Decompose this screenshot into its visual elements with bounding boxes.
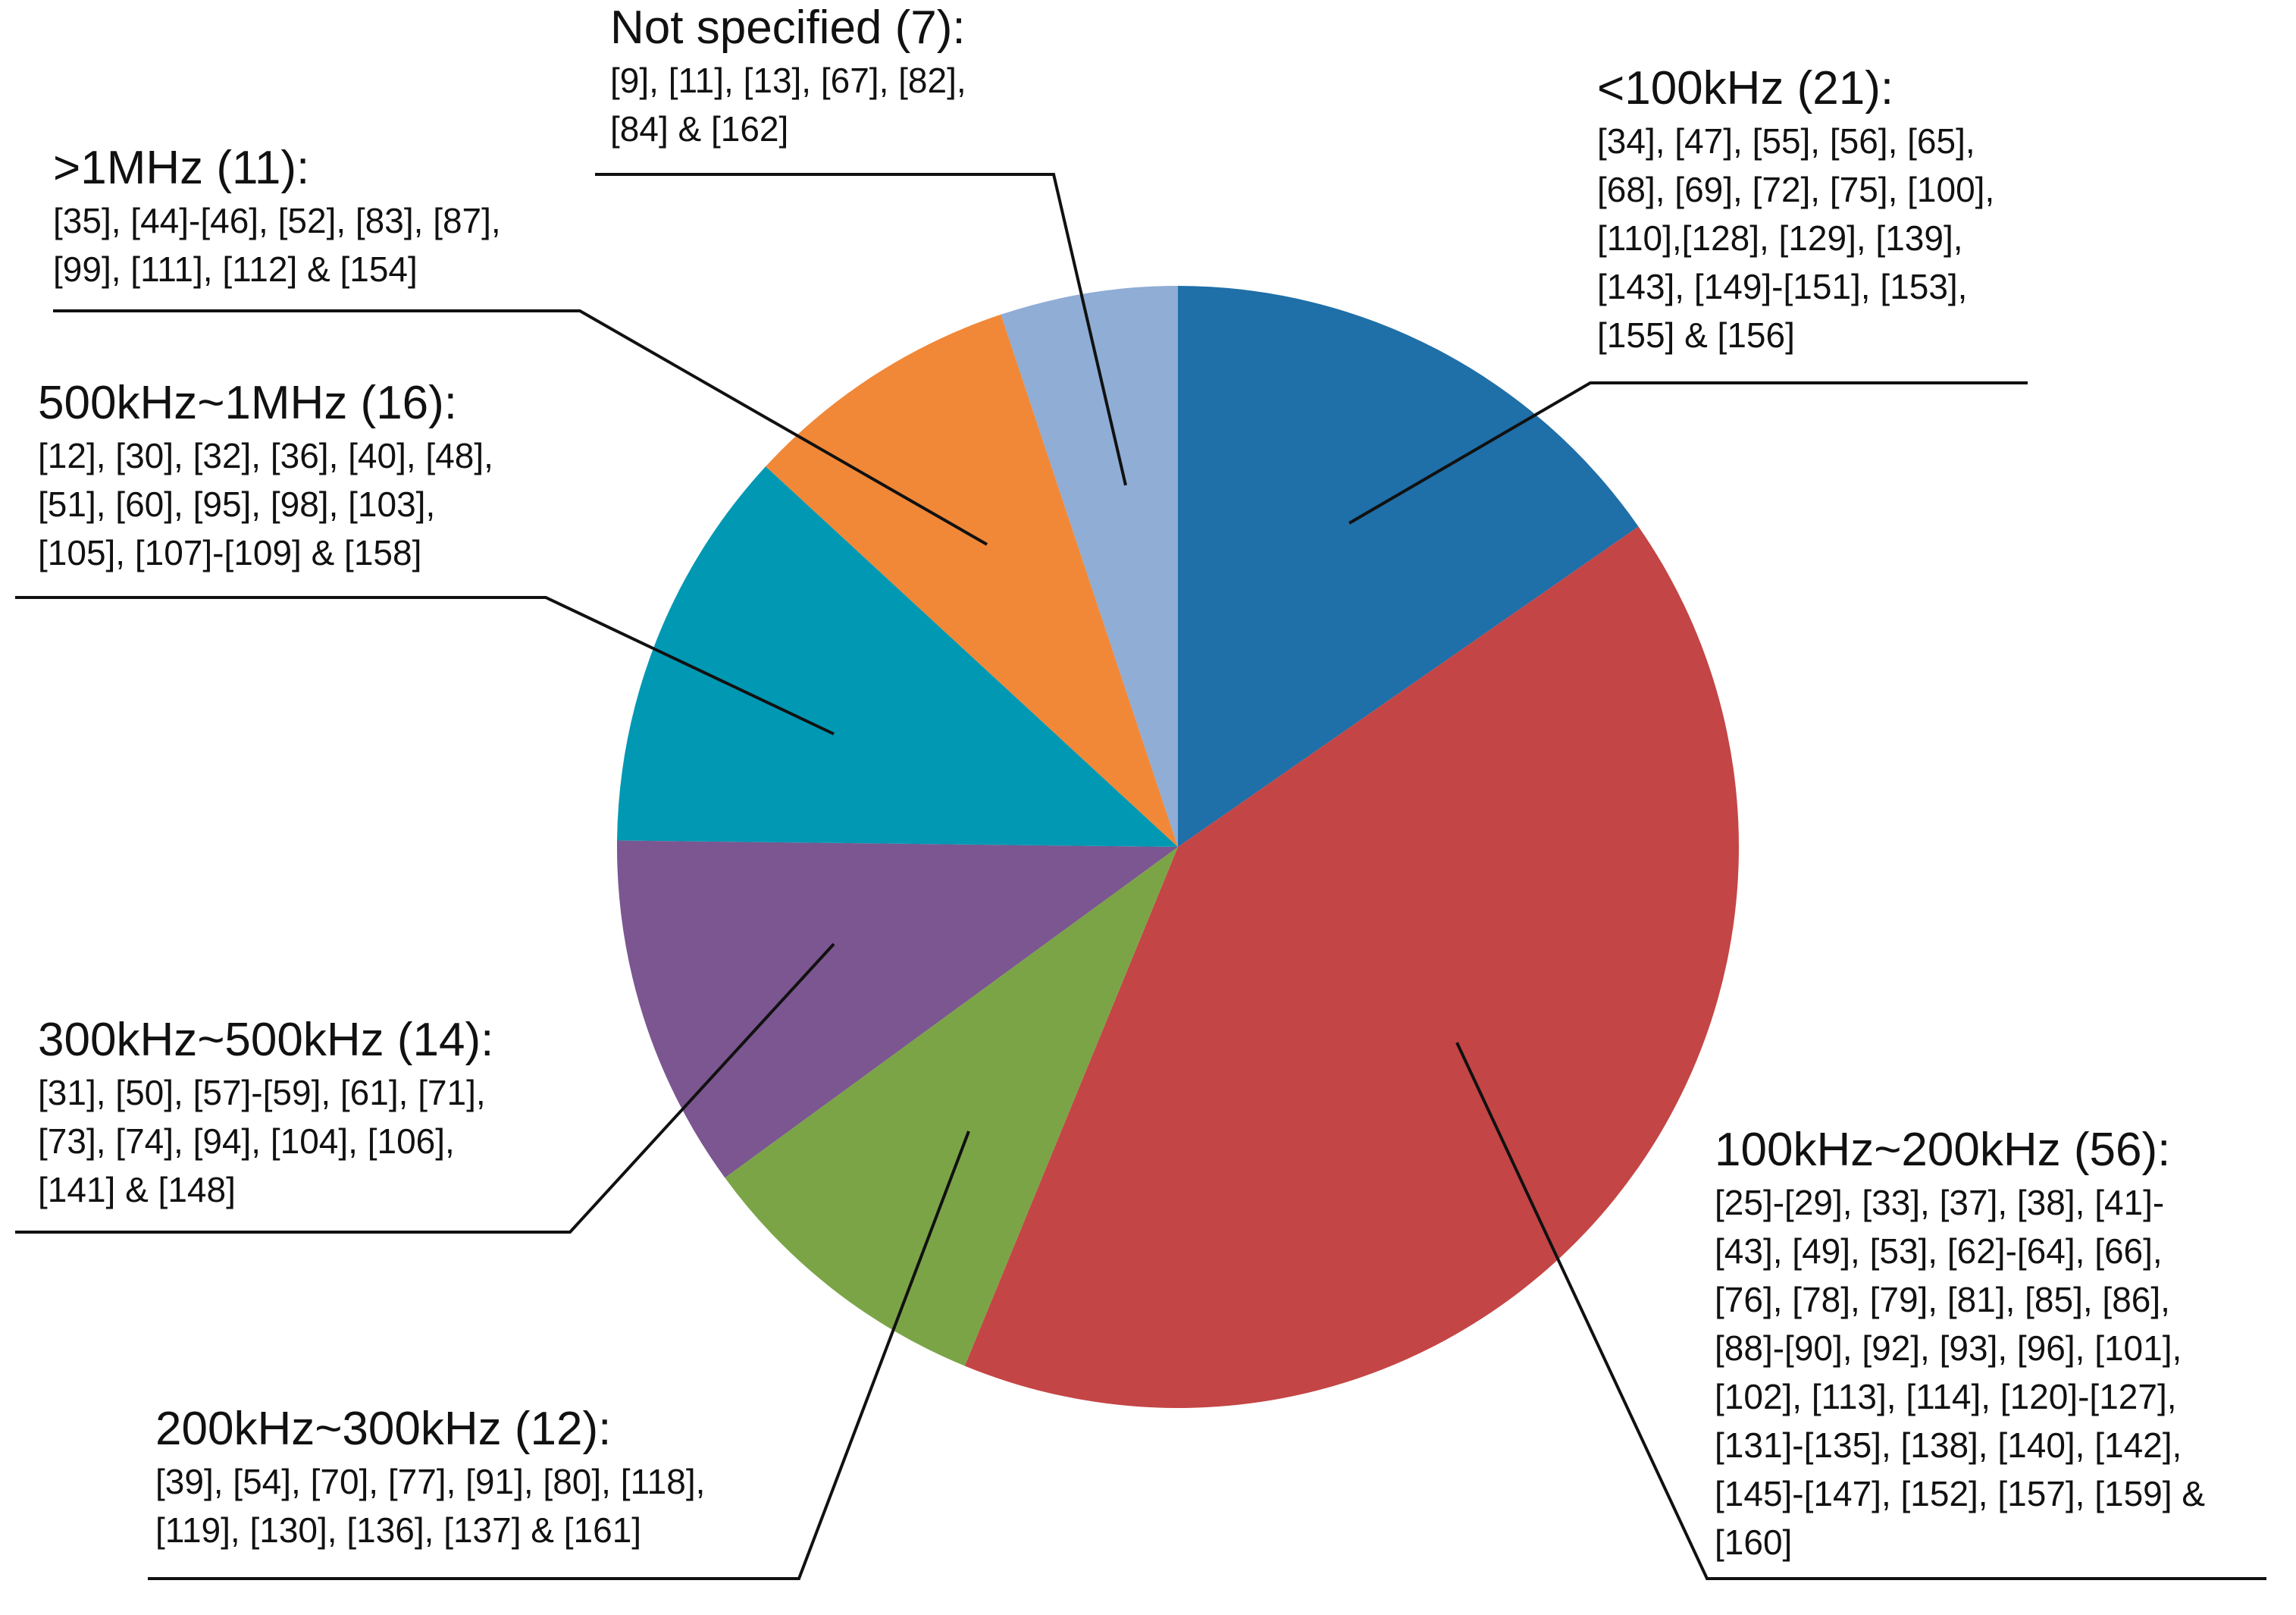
reference-line: [160] (1715, 1522, 1793, 1562)
slice-label-title: 200kHz~300kHz (12): (155, 1403, 612, 1455)
reference-line: [155] & [156] (1597, 315, 1795, 355)
reference-line: [131]-[135], [138], [140], [142], (1715, 1425, 2182, 1465)
slice-label-references: [25]-[29], [33], [37], [38], [41]- [43],… (1715, 1178, 2205, 1566)
leader-lines (15, 173, 2266, 1580)
reference-line: [88]-[90], [92], [93], [96], [101], (1715, 1328, 2182, 1368)
reference-line: [34], [47], [55], [56], [65], (1597, 121, 1975, 161)
pie-slice-500khz-1mhz (617, 466, 1178, 847)
reference-line: [99], [111], [112] & [154] (53, 249, 418, 289)
label-block-200-300khz: 200kHz~300kHz (12): [39], [54], [70], [7… (155, 1401, 705, 1554)
leader-line (1348, 381, 2028, 525)
reference-line: [119], [130], [136], [137] & [161] (155, 1510, 642, 1550)
reference-line: [102], [113], [114], [120]-[127], (1715, 1377, 2177, 1416)
reference-line: [51], [60], [95], [98], [103], (38, 484, 436, 524)
pie-slice-100khz-200khz (964, 526, 1739, 1408)
reference-line: [141] & [148] (38, 1170, 236, 1209)
leader-line (15, 596, 835, 735)
leader-line (53, 309, 988, 546)
pie-slice-200khz-300khz (725, 847, 1178, 1366)
label-block-100-200khz: 100kHz~200kHz (56): [25]-[29], [33], [37… (1715, 1122, 2205, 1566)
pie-slices (617, 286, 1739, 1408)
reference-line: [12], [30], [32], [36], [40], [48], (38, 436, 493, 475)
reference-line: [39], [54], [70], [77], [91], [80], [118… (155, 1462, 706, 1501)
leader-line (15, 942, 835, 1234)
reference-line: [76], [78], [79], [81], [85], [86], (1715, 1280, 2170, 1319)
pie-slice-not-specified (1001, 286, 1178, 847)
reference-line: [143], [149]-[151], [153], (1597, 267, 1968, 306)
slice-label-title: 500kHz~1MHz (16): (38, 377, 458, 429)
label-block-500khz-1mhz: 500kHz~1MHz (16): [12], [30], [32], [36]… (38, 375, 493, 577)
slice-label-references: [12], [30], [32], [36], [40], [48], [51]… (38, 431, 493, 577)
reference-line: [9], [11], [13], [67], [82], (610, 61, 966, 100)
slice-label-title: Not specified (7): (610, 2, 966, 54)
reference-line: [35], [44]-[46], [52], [83], [87], (53, 201, 501, 240)
reference-line: [145]-[147], [152], [157], [159] & (1715, 1474, 2206, 1513)
slice-label-title: <100kHz (21): (1597, 62, 1894, 114)
slice-label-title: 300kHz~500kHz (14): (38, 1014, 494, 1066)
slice-label-references: [39], [54], [70], [77], [91], [80], [118… (155, 1457, 705, 1554)
reference-line: [43], [49], [53], [62]-[64], [66], (1715, 1231, 2163, 1271)
slice-label-references: [34], [47], [55], [56], [65], [68], [69]… (1597, 117, 1994, 359)
slice-label-title: 100kHz~200kHz (56): (1715, 1124, 2171, 1176)
slice-label-title: >1MHz (11): (53, 142, 310, 194)
label-block-under-100khz: <100kHz (21): [34], [47], [55], [56], [6… (1597, 61, 1994, 359)
label-block-not-specified: Not specified (7): [9], [11], [13], [67]… (610, 0, 966, 153)
leader-line (1455, 1042, 2266, 1580)
pie-slice-100khz (1178, 286, 1639, 847)
pie-slice-300khz-500khz (617, 840, 1178, 1178)
leader-line (148, 1130, 970, 1580)
reference-line: [73], [74], [94], [104], [106], (38, 1121, 455, 1161)
slice-label-references: [35], [44]-[46], [52], [83], [87], [99],… (53, 196, 501, 293)
reference-line: [105], [107]-[109] & [158] (38, 533, 422, 572)
slice-label-references: [31], [50], [57]-[59], [61], [71], [73],… (38, 1068, 493, 1214)
reference-line: [84] & [162] (610, 109, 789, 149)
leader-line (595, 173, 1127, 486)
reference-line: [110],[128], [129], [139], (1597, 218, 1963, 258)
reference-line: [25]-[29], [33], [37], [38], [41]- (1715, 1183, 2165, 1222)
reference-line: [31], [50], [57]-[59], [61], [71], (38, 1073, 486, 1112)
label-block-300-500khz: 300kHz~500kHz (14): [31], [50], [57]-[59… (38, 1012, 493, 1214)
pie-slice-1mhz (766, 314, 1178, 847)
slice-label-references: [9], [11], [13], [67], [82], [84] & [162… (610, 56, 966, 153)
reference-line: [68], [69], [72], [75], [100], (1597, 170, 1995, 209)
label-block-over-1mhz: >1MHz (11): [35], [44]-[46], [52], [83],… (53, 140, 501, 293)
